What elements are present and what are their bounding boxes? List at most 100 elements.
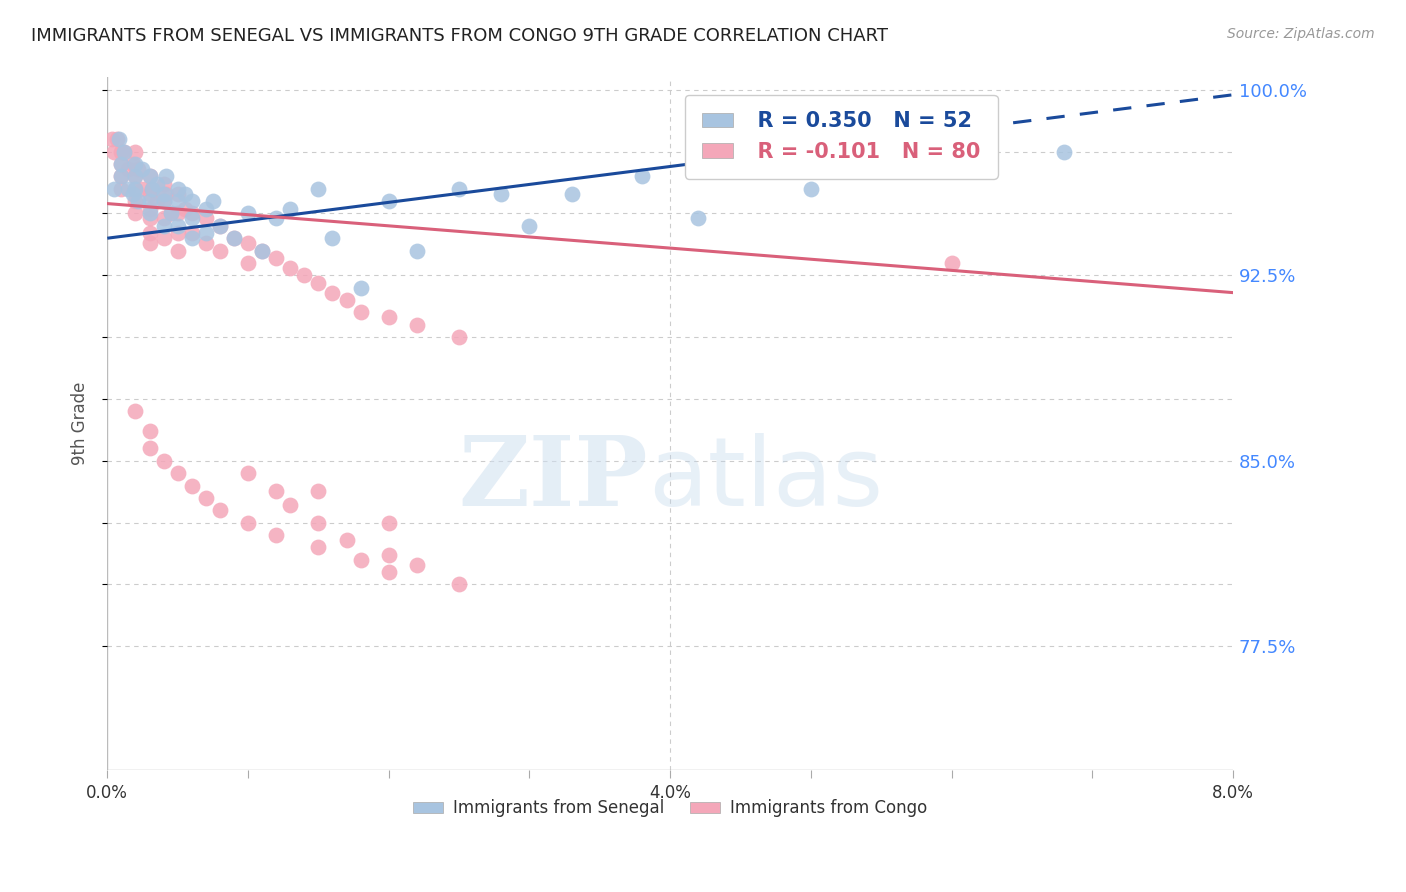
Point xyxy=(105,132,128,146)
Point xyxy=(159,206,181,220)
Point xyxy=(107,132,129,146)
Point xyxy=(110,157,132,171)
Point xyxy=(194,227,217,241)
Point xyxy=(688,211,710,226)
Point xyxy=(110,157,132,171)
Legend: Immigrants from Senegal, Immigrants from Congo: Immigrants from Senegal, Immigrants from… xyxy=(406,793,934,824)
Point xyxy=(117,182,139,196)
Point xyxy=(180,227,202,241)
Point xyxy=(124,194,146,208)
Point xyxy=(110,169,132,184)
Point xyxy=(145,177,167,191)
Point xyxy=(449,577,471,591)
Point xyxy=(194,202,217,216)
Point xyxy=(138,442,160,456)
Point xyxy=(138,206,160,220)
Point xyxy=(138,169,160,184)
Point xyxy=(173,186,195,201)
Point xyxy=(166,219,188,233)
Point xyxy=(166,244,188,258)
Point xyxy=(124,169,146,184)
Point xyxy=(152,231,174,245)
Point xyxy=(208,219,231,233)
Point xyxy=(138,194,160,208)
Point xyxy=(377,548,399,562)
Point xyxy=(377,565,399,579)
Point xyxy=(141,182,163,196)
Point xyxy=(307,516,329,530)
Point xyxy=(124,169,146,184)
Point xyxy=(292,268,315,283)
Point xyxy=(145,194,167,208)
Point xyxy=(180,478,202,492)
Point xyxy=(307,182,329,196)
Point xyxy=(138,169,160,184)
Point xyxy=(131,182,153,196)
Point xyxy=(152,194,174,208)
Point xyxy=(124,206,146,220)
Point xyxy=(264,211,287,226)
Point xyxy=(307,541,329,555)
Point xyxy=(166,466,188,480)
Point xyxy=(152,177,174,191)
Point xyxy=(180,211,202,226)
Point xyxy=(138,424,160,438)
Point xyxy=(278,260,301,275)
Point xyxy=(124,157,146,171)
Point xyxy=(152,194,174,208)
Point xyxy=(264,528,287,542)
Point xyxy=(194,211,217,226)
Point xyxy=(406,558,429,572)
Point xyxy=(349,553,371,567)
Point xyxy=(155,186,177,201)
Point xyxy=(377,310,399,325)
Point xyxy=(941,152,963,166)
Point xyxy=(127,161,149,176)
Point xyxy=(278,499,301,513)
Point xyxy=(335,293,357,307)
Point xyxy=(131,161,153,176)
Point xyxy=(138,236,160,251)
Point xyxy=(124,404,146,418)
Point xyxy=(377,516,399,530)
Text: Source: ZipAtlas.com: Source: ZipAtlas.com xyxy=(1227,27,1375,41)
Point xyxy=(208,244,231,258)
Point xyxy=(155,169,177,184)
Point xyxy=(159,206,181,220)
Point xyxy=(124,182,146,196)
Point xyxy=(124,182,146,196)
Point xyxy=(201,194,224,208)
Point xyxy=(138,202,160,216)
Point xyxy=(236,466,259,480)
Point xyxy=(236,236,259,251)
Point xyxy=(180,231,202,245)
Point xyxy=(152,186,174,201)
Point xyxy=(800,182,823,196)
Point xyxy=(141,182,163,196)
Point xyxy=(335,533,357,547)
Point xyxy=(166,186,188,201)
Point xyxy=(222,231,245,245)
Point xyxy=(491,186,513,201)
Point xyxy=(307,276,329,290)
Point xyxy=(110,145,132,159)
Point xyxy=(166,227,188,241)
Point xyxy=(124,145,146,159)
Point xyxy=(321,231,343,245)
Point xyxy=(236,206,259,220)
Point xyxy=(222,231,245,245)
Point xyxy=(250,244,273,258)
Text: IMMIGRANTS FROM SENEGAL VS IMMIGRANTS FROM CONGO 9TH GRADE CORRELATION CHART: IMMIGRANTS FROM SENEGAL VS IMMIGRANTS FR… xyxy=(31,27,889,45)
Point xyxy=(194,236,217,251)
Point xyxy=(180,194,202,208)
Point xyxy=(208,503,231,517)
Point xyxy=(152,211,174,226)
Point xyxy=(121,186,143,201)
Point xyxy=(349,305,371,319)
Point xyxy=(180,206,202,220)
Point xyxy=(138,227,160,241)
Point xyxy=(264,483,287,498)
Point xyxy=(1053,145,1076,159)
Point xyxy=(194,491,217,505)
Point xyxy=(449,182,471,196)
